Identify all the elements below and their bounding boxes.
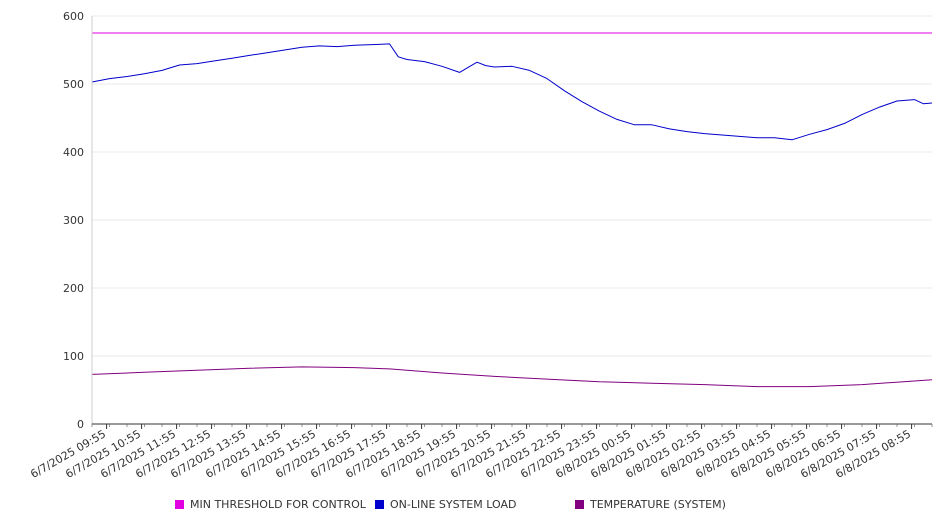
y-tick-labels: 0 100 200 300 400 500 600 xyxy=(63,10,84,431)
y-tick-label-0: 0 xyxy=(77,418,84,431)
series-lines xyxy=(91,32,933,388)
y-tick-label-500: 500 xyxy=(63,78,84,91)
x-tick-labels: 6/7/2025 09:556/7/2025 10:556/7/2025 11:… xyxy=(28,427,913,481)
y-tick-label-200: 200 xyxy=(63,282,84,295)
axes xyxy=(91,16,933,429)
y-tick-label-100: 100 xyxy=(63,350,84,363)
legend-swatch-min-threshold xyxy=(175,500,184,509)
y-tick-label-400: 400 xyxy=(63,146,84,159)
legend-item-min-threshold: MIN THRESHOLD FOR CONTROL xyxy=(175,498,366,511)
legend-label-system-load: ON-LINE SYSTEM LOAD xyxy=(390,498,517,511)
legend-swatch-system-load xyxy=(375,500,384,509)
legend-label-min-threshold: MIN THRESHOLD FOR CONTROL xyxy=(190,498,366,511)
legend-label-temperature: TEMPERATURE (SYSTEM) xyxy=(590,498,726,511)
legend: MIN THRESHOLD FOR CONTROL ON-LINE SYSTEM… xyxy=(0,498,946,514)
legend-swatch-temperature xyxy=(575,500,584,509)
legend-item-temperature: TEMPERATURE (SYSTEM) xyxy=(575,498,726,511)
legend-item-system-load: ON-LINE SYSTEM LOAD xyxy=(375,498,516,511)
y-tick-label-600: 600 xyxy=(63,10,84,23)
series-line-temperature-system xyxy=(91,366,933,388)
y-tick-label-300: 300 xyxy=(63,214,84,227)
gridlines xyxy=(92,15,932,357)
series-line-on-line-system-load xyxy=(91,43,933,141)
